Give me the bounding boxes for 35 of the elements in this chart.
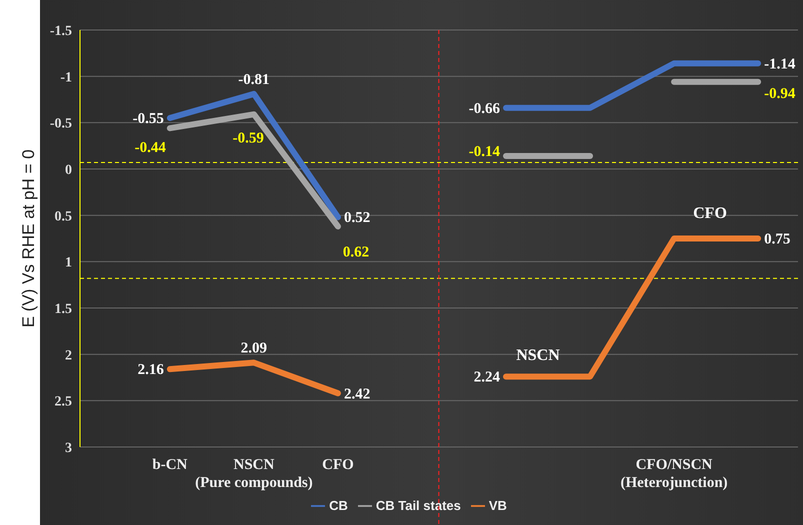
y-tick-label: 2.5 <box>54 394 72 410</box>
annotation: NSCN <box>516 347 560 364</box>
x-tick-label: CFO/NSCN (Heterojunction) <box>620 457 728 491</box>
y-tick-label: -1.5 <box>50 24 72 39</box>
x-tick-label: CFO <box>322 457 354 473</box>
legend-label: VB <box>488 498 507 513</box>
data-label: -0.59 <box>232 130 264 146</box>
data-label: -1.14 <box>764 56 796 72</box>
y-tick-label: 1.5 <box>54 302 72 317</box>
y-tick-label: 1 <box>65 256 72 271</box>
data-label: 0.52 <box>344 210 370 226</box>
data-label: -0.66 <box>468 100 501 117</box>
data-label: 2.24 <box>474 370 501 386</box>
y-tick-label: 2 <box>65 348 72 364</box>
annotation: CFO <box>693 205 727 222</box>
data-label: -0.81 <box>238 72 270 88</box>
legend-label: CB Tail states <box>376 498 461 513</box>
data-label: 2.16 <box>138 362 164 378</box>
data-label: -0.44 <box>134 140 166 156</box>
x-tick-label: b-CN <box>152 457 188 473</box>
y-tick-label: -1 <box>60 70 72 86</box>
data-label: 0.75 <box>764 232 790 248</box>
data-label: 2.09 <box>240 340 268 357</box>
y-tick-label: 3 <box>65 440 72 456</box>
data-label: 2.42 <box>344 386 370 402</box>
y-tick-label: 0 <box>65 162 72 178</box>
data-label: -0.55 <box>132 111 164 128</box>
y-axis-title: E (V) Vs RHE at pH = 0 <box>19 149 38 328</box>
y-tick-label: -0.5 <box>50 116 72 132</box>
data-label: -0.94 <box>764 86 796 102</box>
legend-label: CB <box>329 498 348 513</box>
data-label: 0.62 <box>342 244 370 260</box>
x-tick-label: NSCN (Pure compounds) <box>195 457 313 491</box>
data-label: -0.14 <box>468 144 501 160</box>
y-tick-label: 0.5 <box>54 209 72 224</box>
